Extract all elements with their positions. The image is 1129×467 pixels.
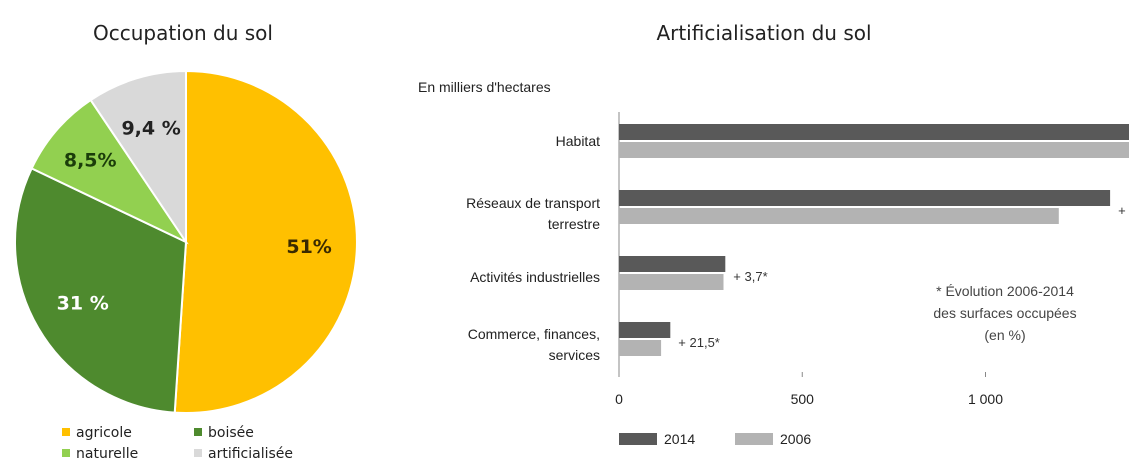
bar-legend: 2014 2006 [619,431,811,447]
bar-category-label: Réseaux de transport [466,195,600,211]
bar-category-label: Commerce, finances, [468,326,600,342]
bar-note-line: * Évolution 2006-2014 [936,283,1074,299]
pie-slice-naturelle [30,98,189,245]
bar-x-tick-label: 0 [615,391,623,407]
pie-legend-swatch-naturelle [62,449,70,457]
bar-reseaux-de-transport-terrestre-2014 [619,190,1111,206]
bar-note-line: (en %) [984,327,1025,343]
bar-x-tick-label: 1 000 [968,391,1003,407]
bar-reseaux-de-transport-terrestre-2006 [619,208,1059,224]
pie-label-boisee: 31 % [57,293,109,315]
pie-legend: agricole boisée naturelle artificialisée [62,425,293,462]
pie-slice-artificialisee [89,69,187,246]
bar-evolution-label: + 11,3* [1118,203,1129,218]
bar-evolution-label: + 21,5* [678,335,720,350]
bar-habitat-2014 [619,124,1129,140]
bar-category-label: Activités industrielles [470,269,600,285]
pie-legend-swatch-boisee [194,428,202,436]
bar-category-label: terrestre [548,216,600,232]
bar-habitat-2006 [619,142,1129,158]
pie-legend-swatch-artificialisee [194,449,202,457]
pie-label-agricole: 51% [286,236,331,258]
bar-commerce-finances-services-2014 [619,322,671,338]
bar-x-tick-label: 500 [791,391,815,407]
bar-note-line: des surfaces occupées [933,305,1076,321]
bar-unit-label: En milliers d'hectares [418,79,551,95]
bar-activites-industrielles-2006 [619,274,724,290]
pie-legend-label-naturelle: naturelle [76,446,138,462]
bar-legend-swatch-2014 [619,433,657,445]
bar-commerce-finances-services-2006 [619,340,662,356]
bar-legend-swatch-2006 [735,433,773,445]
bar-legend-label-2006: 2006 [780,431,811,447]
bar-category-label: Habitat [556,133,600,149]
pie-chart-title: Occupation du sol [93,21,273,45]
bar-evolution-label: + 3,7* [733,269,767,284]
pie-label-naturelle: 8,5% [64,149,117,171]
pie-legend-label-agricole: agricole [76,425,132,441]
pie-chart: 51% 31 % 8,5%9,4 % [13,69,358,414]
pie-legend-label-artificialisee: artificialisée [208,446,293,462]
pie-slice-agricole [173,69,358,414]
bar-category-label: services [549,347,600,363]
bar-activites-industrielles-2014 [619,256,726,272]
pie-label-artificialisee: 9,4 % [121,118,180,140]
pie-legend-swatch-agricole [62,428,70,436]
bar-legend-label-2014: 2014 [664,431,695,447]
pie-legend-label-boisee: boisée [208,425,254,441]
bar-chart-title: Artificialisation du sol [656,21,871,45]
pie-slice-boisee [13,167,188,414]
